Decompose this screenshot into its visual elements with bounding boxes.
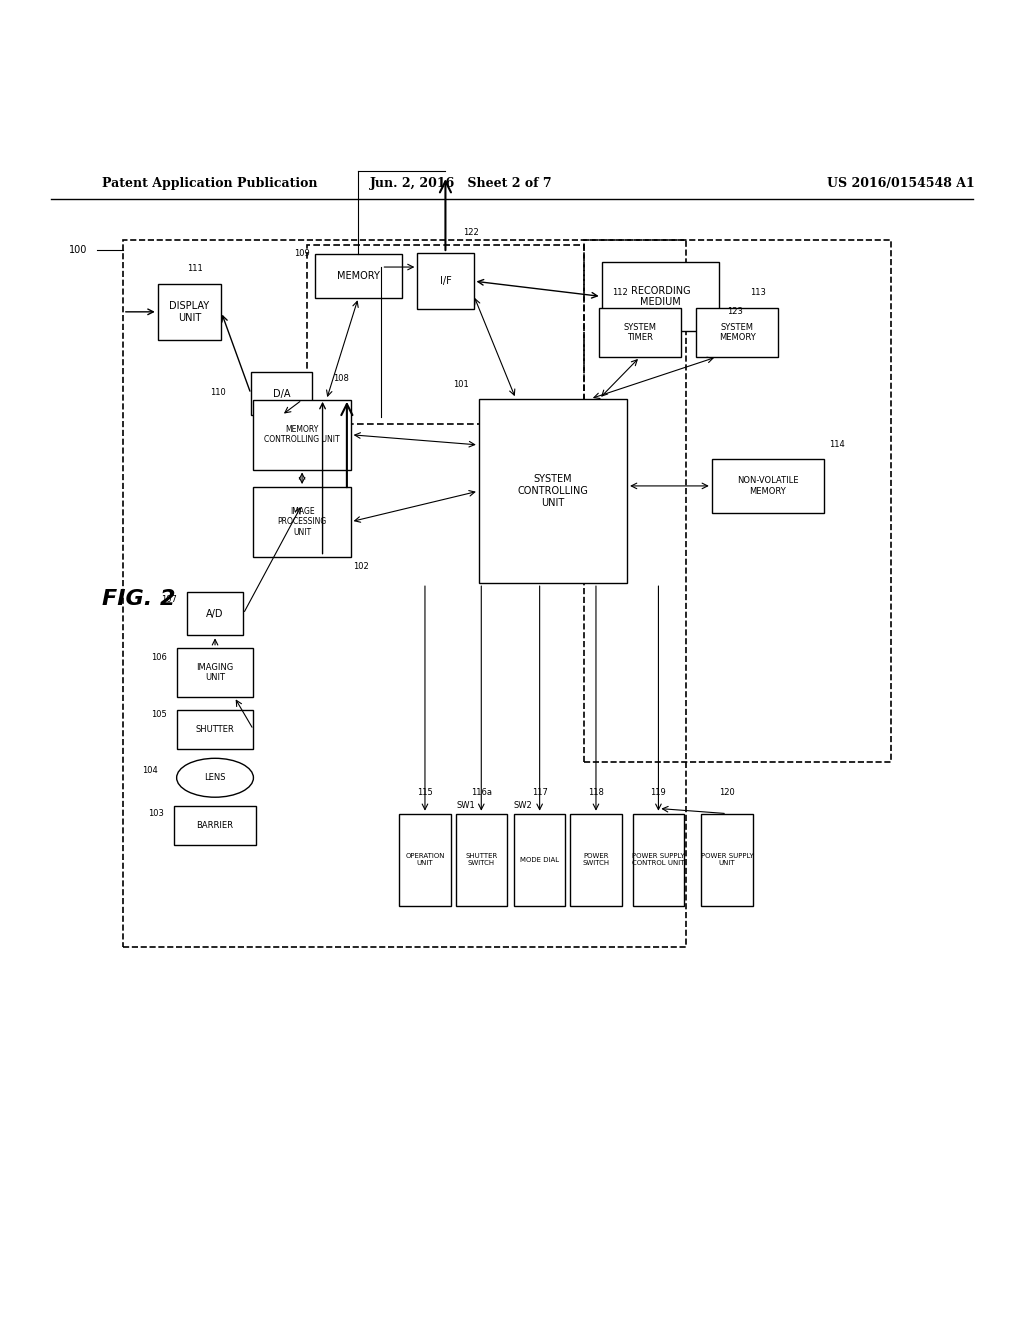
Bar (186, 593, 244, 635)
Text: US 2016/0154548 A1: US 2016/0154548 A1 (827, 177, 975, 190)
Bar (251, 372, 312, 416)
Text: FIG. 2: FIG. 2 (102, 589, 176, 609)
Text: IMAGE
PROCESSING
UNIT: IMAGE PROCESSING UNIT (278, 507, 327, 537)
Text: 122: 122 (463, 227, 479, 236)
Text: 115: 115 (417, 788, 433, 797)
Bar (123, 240, 686, 946)
Bar (307, 246, 584, 425)
Text: Jun. 2, 2016   Sheet 2 of 7: Jun. 2, 2016 Sheet 2 of 7 (370, 177, 552, 190)
Bar (599, 308, 681, 356)
Bar (176, 648, 254, 697)
Text: LENS: LENS (205, 774, 225, 783)
Text: 105: 105 (152, 710, 167, 719)
Text: 109: 109 (294, 248, 309, 257)
Text: 101: 101 (453, 380, 469, 388)
Text: RECORDING
MEDIUM: RECORDING MEDIUM (631, 285, 690, 308)
Bar (701, 813, 753, 906)
Bar (712, 459, 824, 512)
Bar (696, 308, 778, 356)
Text: SYSTEM
CONTROLLING
UNIT: SYSTEM CONTROLLING UNIT (517, 474, 589, 508)
Bar (584, 240, 891, 763)
Bar (174, 807, 256, 845)
Text: MEMORY
CONTROLLING UNIT: MEMORY CONTROLLING UNIT (264, 425, 340, 445)
Text: 107: 107 (162, 594, 177, 603)
Bar (456, 813, 507, 906)
Text: OPERATION
UNIT: OPERATION UNIT (406, 853, 444, 866)
Text: MODE DIAL: MODE DIAL (520, 857, 559, 863)
Text: MEMORY: MEMORY (337, 271, 380, 281)
Bar (254, 400, 350, 470)
Text: POWER SUPPLY
UNIT: POWER SUPPLY UNIT (700, 853, 754, 866)
Bar (254, 487, 350, 557)
Text: SW2: SW2 (514, 801, 532, 810)
Text: NON-VOLATILE
MEMORY: NON-VOLATILE MEMORY (737, 477, 799, 495)
Text: SHUTTER
SWITCH: SHUTTER SWITCH (465, 853, 498, 866)
Text: A/D: A/D (206, 609, 224, 619)
Bar (315, 255, 401, 297)
Bar (514, 813, 565, 906)
Text: 111: 111 (186, 264, 203, 273)
Text: BARRIER: BARRIER (197, 821, 233, 830)
Text: IMAGING
UNIT: IMAGING UNIT (197, 663, 233, 682)
Text: 112: 112 (611, 289, 628, 297)
Text: POWER
SWITCH: POWER SWITCH (583, 853, 609, 866)
Text: I/F: I/F (439, 276, 452, 286)
Text: 119: 119 (650, 788, 667, 797)
Text: D/A: D/A (272, 389, 291, 399)
Ellipse shape (176, 758, 254, 797)
Bar (158, 284, 221, 341)
Bar (570, 813, 622, 906)
Text: POWER SUPPLY
CONTROL UNIT: POWER SUPPLY CONTROL UNIT (632, 853, 685, 866)
Bar (399, 813, 451, 906)
Text: 113: 113 (750, 289, 766, 297)
Text: 108: 108 (333, 375, 349, 384)
Text: 110: 110 (211, 388, 226, 397)
Text: 116a: 116a (471, 788, 492, 797)
Text: 103: 103 (148, 809, 165, 817)
Bar (418, 253, 473, 309)
Text: SHUTTER: SHUTTER (196, 725, 234, 734)
Text: 102: 102 (352, 562, 369, 570)
Text: SYSTEM
MEMORY: SYSTEM MEMORY (719, 322, 756, 342)
Bar (602, 261, 719, 331)
Text: SYSTEM
TIMER: SYSTEM TIMER (624, 322, 656, 342)
Text: 117: 117 (531, 788, 548, 797)
Text: Patent Application Publication: Patent Application Publication (102, 177, 317, 190)
Text: DISPLAY
UNIT: DISPLAY UNIT (169, 301, 210, 322)
Text: 104: 104 (142, 766, 158, 775)
Text: 118: 118 (588, 788, 604, 797)
Text: 123: 123 (727, 306, 743, 315)
Text: 120: 120 (719, 788, 735, 797)
Text: SW1: SW1 (457, 801, 475, 810)
Text: 106: 106 (152, 653, 167, 663)
Text: 114: 114 (829, 440, 845, 449)
Bar (176, 710, 254, 748)
Bar (479, 399, 627, 583)
Bar (633, 813, 684, 906)
Text: 100: 100 (69, 246, 87, 255)
